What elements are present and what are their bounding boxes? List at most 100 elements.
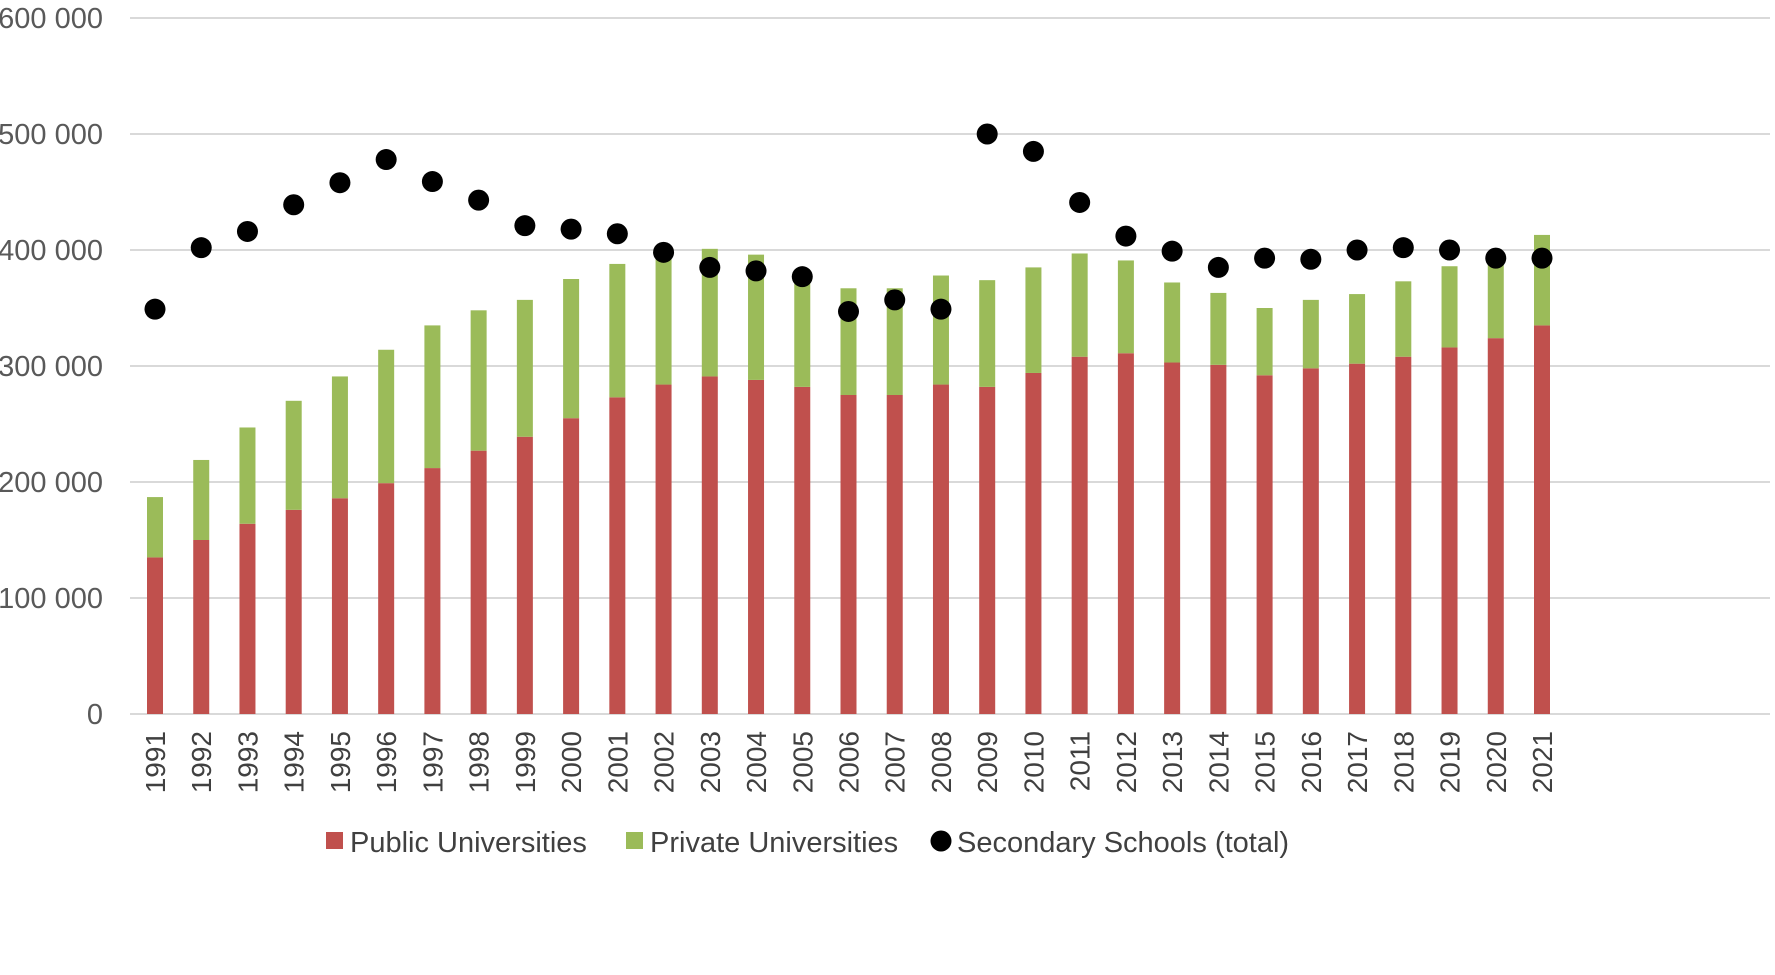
private-bar-2008 [932,275,949,385]
private-bar-1994 [285,400,302,510]
x-tick-label: 2015 [1250,731,1281,793]
public-bar-2006 [840,395,857,714]
legend-symbol [326,832,343,849]
secondary-point-2012 [1115,225,1137,247]
private-bar-2015 [1256,308,1273,376]
private-bar-2011 [1071,253,1088,357]
secondary-point-1995 [329,172,351,194]
public-bar-2016 [1302,368,1319,714]
public-bar-2020 [1487,338,1504,714]
x-tick-label: 2011 [1065,731,1096,791]
x-tick-label: 2006 [834,731,865,793]
secondary-point-1991 [144,298,166,320]
public-bar-1996 [378,483,395,714]
public-bar-2008 [932,384,949,714]
x-tick-label: 2000 [556,731,587,793]
secondary-point-2006 [838,300,859,322]
x-tick-label: 1992 [186,731,217,793]
public-bar-1997 [424,468,441,714]
public-bar-2012 [1117,353,1134,714]
public-bar-2015 [1256,375,1273,714]
x-tick-label: 2019 [1435,731,1466,793]
y-tick-label: 600 000 [0,3,103,35]
private-bar-2016 [1302,299,1319,369]
private-bar-2009 [979,280,996,387]
x-tick-label: 2003 [695,731,726,793]
public-bar-2011 [1071,356,1088,714]
x-tick-label: 2004 [741,731,772,793]
public-bar-2010 [1025,372,1042,714]
secondary-point-2019 [1439,239,1461,261]
private-bar-2002 [655,250,672,385]
secondary-point-1994 [283,194,305,216]
x-tick-label: 2012 [1111,731,1142,793]
secondary-point-2021 [1531,247,1553,269]
x-tick-label: 2001 [602,731,633,793]
grid-lines [130,17,1770,715]
secondary-point-1999 [514,215,536,237]
private-bar-2001 [609,263,626,398]
private-bar-2010 [1025,267,1042,373]
x-tick-label: 1996 [371,731,402,793]
secondary-point-2005 [791,266,813,288]
public-bar-1992 [193,540,210,714]
x-tick-label: 1994 [279,731,310,793]
public-bar-2021 [1534,325,1550,714]
private-bar-2018 [1395,281,1412,357]
x-tick-label: 2007 [880,731,911,793]
legend-symbol [626,832,643,849]
public-bar-2002 [655,384,672,714]
secondary-point-2014 [1207,256,1229,278]
y-tick-label: 300 000 [0,351,103,383]
secondary-point-1996 [375,149,397,171]
y-tick-label: 500 000 [0,119,103,151]
secondary-point-2008 [930,298,952,320]
private-bar-1995 [331,376,348,499]
secondary-point-2002 [653,241,675,263]
secondary-point-2003 [699,256,721,278]
private-bar-2017 [1349,294,1366,364]
y-tick-label: 100 000 [0,583,103,615]
private-bar-2005 [794,274,811,387]
secondary-point-2013 [1161,240,1183,262]
x-tick-label: 2002 [649,731,680,793]
private-bar-2004 [748,254,765,380]
public-bar-2000 [563,418,580,714]
public-bar-2013 [1164,362,1181,714]
private-bar-1992 [193,459,210,540]
private-bar-2012 [1117,260,1134,354]
public-bar-1994 [285,509,302,714]
legend-label: Private Universities [650,827,898,859]
x-tick-label: 1997 [417,731,448,793]
private-bar-2000 [563,279,580,419]
public-bar-2001 [609,397,626,714]
y-tick-label: 400 000 [0,235,103,267]
secondary-point-2010 [1022,140,1044,162]
private-bar-2003 [701,248,718,377]
private-bar-1997 [424,325,441,469]
x-tick-label: 1995 [325,731,356,793]
x-tick-label: 2013 [1157,731,1188,793]
x-tick-label: 2005 [787,731,818,793]
private-bar-1999 [516,299,533,437]
secondary-point-2018 [1392,237,1414,259]
secondary-point-2020 [1485,247,1507,269]
x-tick-label: 2008 [926,731,957,793]
secondary-point-1992 [190,237,212,259]
public-bar-1993 [239,523,256,714]
private-bar-2013 [1164,282,1181,363]
x-tick-label: 2010 [1018,731,1049,793]
y-tick-label: 200 000 [0,467,103,499]
legend-symbol [930,830,952,852]
public-bar-2004 [748,379,765,714]
public-bar-2018 [1395,356,1412,714]
y-axis-tick-labels: 0 100 000 200 000 300 000 400 000 500 000 600 … [0,3,103,731]
private-bar-2020 [1487,256,1504,339]
public-bar-1991 [147,557,163,714]
secondary-point-2000 [560,218,582,240]
private-bar-1991 [147,497,163,558]
x-tick-label: 2009 [972,731,1003,793]
private-bar-1998 [470,310,487,451]
public-bar-2014 [1210,364,1227,714]
private-bar-2019 [1441,266,1458,348]
